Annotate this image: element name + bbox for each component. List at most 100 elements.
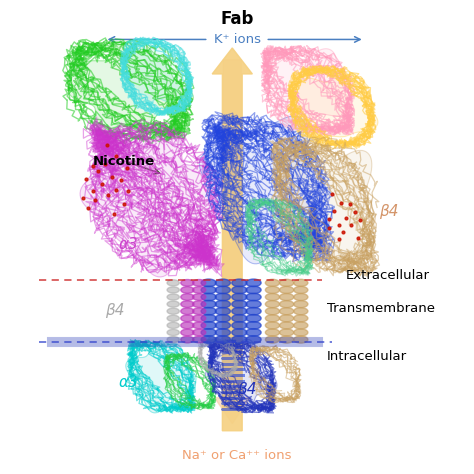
Ellipse shape xyxy=(167,322,179,328)
Ellipse shape xyxy=(192,329,206,336)
Ellipse shape xyxy=(167,308,179,314)
Ellipse shape xyxy=(215,336,230,343)
Polygon shape xyxy=(294,72,378,141)
Ellipse shape xyxy=(181,308,194,315)
Ellipse shape xyxy=(232,328,247,336)
Polygon shape xyxy=(126,344,196,413)
Text: α3: α3 xyxy=(118,375,138,390)
Ellipse shape xyxy=(201,321,216,329)
Ellipse shape xyxy=(167,329,179,336)
Ellipse shape xyxy=(201,328,216,336)
Ellipse shape xyxy=(181,287,194,293)
Ellipse shape xyxy=(181,329,194,336)
Text: Na⁺ or Ca⁺⁺ ions: Na⁺ or Ca⁺⁺ ions xyxy=(182,449,292,462)
Ellipse shape xyxy=(167,315,179,321)
Ellipse shape xyxy=(280,279,294,286)
Ellipse shape xyxy=(181,301,194,308)
Ellipse shape xyxy=(192,322,206,328)
Ellipse shape xyxy=(167,294,179,300)
Ellipse shape xyxy=(294,293,308,301)
Text: Intracellular: Intracellular xyxy=(327,350,407,363)
Ellipse shape xyxy=(167,301,179,307)
Polygon shape xyxy=(126,44,189,107)
Polygon shape xyxy=(80,123,223,277)
Ellipse shape xyxy=(246,293,261,301)
Ellipse shape xyxy=(232,308,247,315)
Ellipse shape xyxy=(246,301,261,308)
Ellipse shape xyxy=(294,301,308,308)
Text: α3: α3 xyxy=(119,237,138,252)
Ellipse shape xyxy=(265,315,280,322)
Ellipse shape xyxy=(294,315,308,322)
Ellipse shape xyxy=(181,294,194,301)
Ellipse shape xyxy=(265,301,280,308)
Ellipse shape xyxy=(294,336,308,343)
Ellipse shape xyxy=(192,280,206,286)
Ellipse shape xyxy=(280,322,294,329)
Ellipse shape xyxy=(215,301,230,308)
Ellipse shape xyxy=(265,322,280,329)
Ellipse shape xyxy=(167,287,179,293)
Ellipse shape xyxy=(181,322,194,328)
Ellipse shape xyxy=(232,321,247,329)
Ellipse shape xyxy=(232,315,247,322)
Ellipse shape xyxy=(246,336,261,343)
Polygon shape xyxy=(205,339,277,410)
Ellipse shape xyxy=(232,301,247,308)
Ellipse shape xyxy=(280,329,294,336)
Ellipse shape xyxy=(232,293,247,301)
Polygon shape xyxy=(200,116,330,264)
Ellipse shape xyxy=(215,328,230,336)
Ellipse shape xyxy=(246,328,261,336)
Ellipse shape xyxy=(232,286,247,294)
Ellipse shape xyxy=(181,315,194,321)
Ellipse shape xyxy=(280,308,294,315)
Ellipse shape xyxy=(192,308,206,315)
Ellipse shape xyxy=(167,280,179,286)
Ellipse shape xyxy=(246,308,261,315)
Ellipse shape xyxy=(232,336,247,343)
Ellipse shape xyxy=(201,315,216,322)
Polygon shape xyxy=(274,146,372,272)
Text: Fab: Fab xyxy=(220,9,254,27)
Text: Transmembrane: Transmembrane xyxy=(327,302,435,315)
Ellipse shape xyxy=(265,279,280,286)
Ellipse shape xyxy=(192,287,206,293)
Ellipse shape xyxy=(294,286,308,293)
Ellipse shape xyxy=(201,301,216,308)
Ellipse shape xyxy=(265,286,280,293)
Text: Extracellular: Extracellular xyxy=(346,269,430,282)
Ellipse shape xyxy=(215,321,230,329)
Text: β4: β4 xyxy=(379,203,398,219)
FancyArrow shape xyxy=(212,48,252,431)
Ellipse shape xyxy=(232,279,247,287)
Ellipse shape xyxy=(201,279,216,287)
Ellipse shape xyxy=(265,336,280,343)
Ellipse shape xyxy=(192,315,206,321)
Ellipse shape xyxy=(215,286,230,294)
Polygon shape xyxy=(68,40,193,133)
Ellipse shape xyxy=(201,308,216,315)
Ellipse shape xyxy=(294,322,308,329)
Ellipse shape xyxy=(215,279,230,287)
Ellipse shape xyxy=(280,315,294,322)
Ellipse shape xyxy=(201,293,216,301)
FancyArrow shape xyxy=(215,60,250,424)
Ellipse shape xyxy=(246,286,261,294)
Text: Nicotine: Nicotine xyxy=(93,155,155,168)
Text: K⁺ ions: K⁺ ions xyxy=(213,33,261,46)
Ellipse shape xyxy=(246,279,261,287)
Ellipse shape xyxy=(215,293,230,301)
Text: β4: β4 xyxy=(105,303,124,318)
Ellipse shape xyxy=(181,336,194,343)
Ellipse shape xyxy=(265,293,280,301)
Ellipse shape xyxy=(215,315,230,322)
Ellipse shape xyxy=(265,308,280,315)
Ellipse shape xyxy=(280,293,294,301)
Ellipse shape xyxy=(192,301,206,308)
Ellipse shape xyxy=(246,321,261,329)
Ellipse shape xyxy=(265,329,280,336)
Ellipse shape xyxy=(280,301,294,308)
Ellipse shape xyxy=(201,336,216,343)
Ellipse shape xyxy=(294,308,308,315)
